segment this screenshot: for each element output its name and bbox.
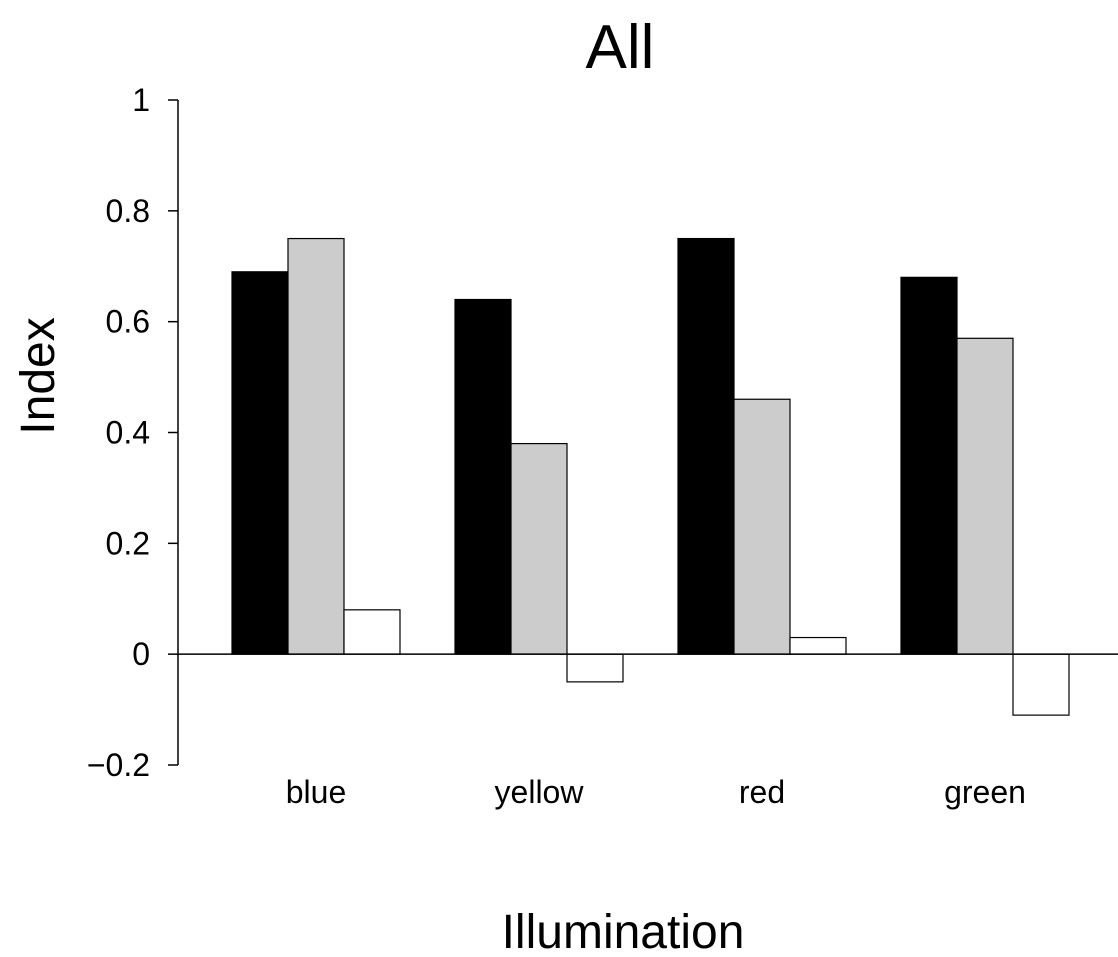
bar-blue-1 — [231, 271, 289, 655]
bar-red-2 — [733, 398, 791, 655]
x-category-label-blue: blue — [286, 774, 347, 810]
y-axis-title: Index — [12, 317, 65, 434]
x-category-label-yellow: yellow — [495, 774, 585, 810]
bar-green-1 — [900, 276, 958, 655]
y-tick-label: 0.6 — [106, 304, 150, 340]
y-tick-label: 0.4 — [106, 415, 150, 451]
bar-yellow-2 — [510, 442, 568, 655]
bars-layer — [231, 237, 1070, 716]
bar-yellow-1 — [454, 298, 512, 655]
y-tick-label: 0.2 — [106, 525, 150, 561]
x-category-label-red: red — [739, 774, 785, 810]
x-axis-labels: blue yellow red green — [286, 774, 1026, 810]
y-tick-label: 1 — [132, 82, 150, 118]
x-category-label-green: green — [944, 774, 1026, 810]
chart-title: All — [586, 13, 655, 82]
y-tick-label: 0.8 — [106, 193, 150, 229]
bar-yellow-3 — [566, 653, 624, 683]
x-axis-title: Illumination — [502, 906, 745, 957]
bar-blue-3 — [343, 609, 401, 655]
y-axis: −0.2 0 0.2 0.4 0.6 0.8 1 — [87, 82, 179, 783]
bar-green-2 — [956, 337, 1014, 655]
bar-blue-2 — [287, 237, 345, 655]
y-tick-label: −0.2 — [87, 747, 150, 783]
bar-red-3 — [789, 636, 847, 655]
y-tick-label: 0 — [132, 636, 150, 672]
bar-green-3 — [1012, 653, 1070, 716]
bar-red-1 — [677, 237, 735, 655]
